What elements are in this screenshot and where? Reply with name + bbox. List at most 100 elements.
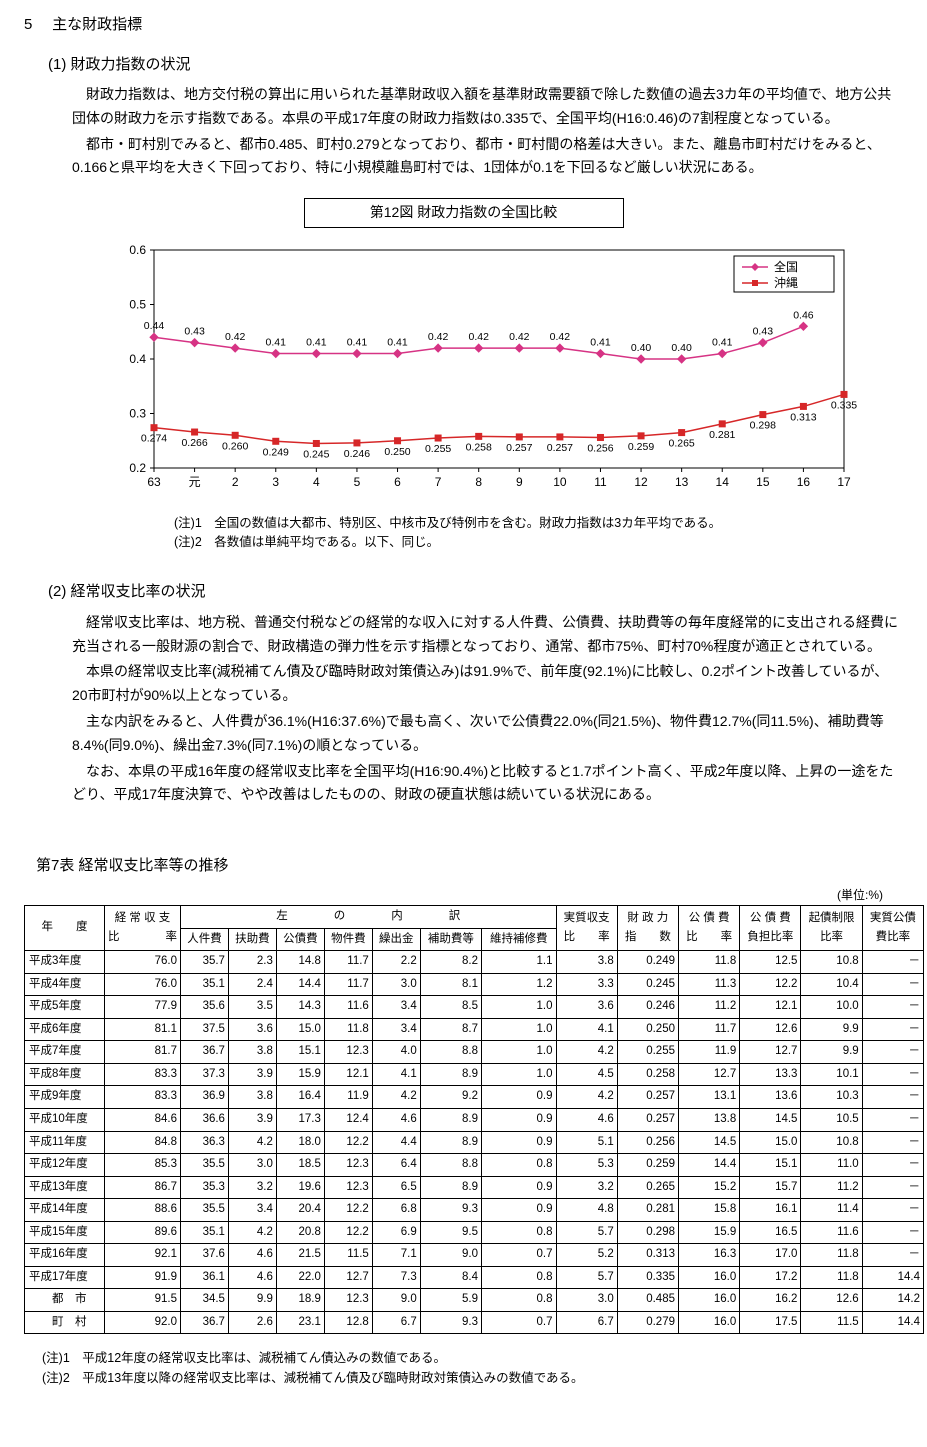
svg-text:0.42: 0.42	[509, 331, 530, 343]
table-row: 平成7年度81.736.73.815.112.34.08.81.04.20.25…	[25, 1041, 924, 1064]
subsection-2-heading: (2) 経常収支比率の状況	[48, 579, 903, 605]
svg-text:0.41: 0.41	[347, 337, 368, 349]
table-row: 平成9年度83.336.93.816.411.94.29.20.94.20.25…	[25, 1086, 924, 1109]
table-row: 平成13年度86.735.33.219.612.36.58.90.93.20.2…	[25, 1176, 924, 1199]
svg-text:17: 17	[837, 475, 851, 489]
table-row: 平成8年度83.337.33.915.912.14.18.91.04.50.25…	[25, 1063, 924, 1086]
table-7-title: 第7表 経常収支比率等の推移	[36, 853, 903, 879]
svg-text:0.313: 0.313	[790, 411, 816, 423]
svg-text:0.40: 0.40	[631, 342, 652, 354]
svg-text:0.44: 0.44	[144, 320, 165, 332]
table-row: 平成16年度92.137.64.621.511.57.19.00.75.20.3…	[25, 1244, 924, 1267]
figure-12-title: 第12図 財政力指数の全国比較	[304, 198, 624, 228]
svg-text:0.2: 0.2	[129, 461, 146, 475]
subsection-1-title: 財政力指数の状況	[71, 56, 191, 73]
svg-text:0.42: 0.42	[428, 331, 449, 343]
svg-text:0.256: 0.256	[587, 442, 613, 454]
svg-text:沖縄: 沖縄	[774, 275, 798, 290]
table-row: 町 村92.036.72.623.112.86.79.30.76.70.2791…	[25, 1311, 924, 1334]
svg-text:0.3: 0.3	[129, 406, 146, 420]
svg-text:0.274: 0.274	[141, 433, 167, 445]
table-row: 平成3年度76.035.72.314.811.72.28.21.13.80.24…	[25, 951, 924, 974]
svg-text:12: 12	[634, 475, 648, 489]
paragraph: 主な内訳をみると、人件費が36.1%(H16:37.6%)で最も高く、次いで公債…	[72, 710, 903, 758]
svg-text:0.259: 0.259	[628, 441, 654, 453]
table-row: 平成14年度88.635.53.420.412.26.89.30.94.80.2…	[25, 1199, 924, 1222]
svg-text:0.335: 0.335	[831, 399, 857, 411]
svg-text:0.255: 0.255	[425, 443, 451, 455]
table-row: 平成15年度89.635.14.220.812.26.99.50.85.70.2…	[25, 1221, 924, 1244]
paragraph: 本県の経常収支比率(減税補てん債及び臨時財政対策債込み)は91.9%で、前年度(…	[72, 660, 903, 708]
table-row: 平成11年度84.836.34.218.012.24.48.90.95.10.2…	[25, 1131, 924, 1154]
svg-text:全国: 全国	[774, 259, 798, 274]
section-title: 主な財政指標	[52, 16, 142, 33]
svg-text:0.257: 0.257	[506, 442, 532, 454]
svg-text:0.46: 0.46	[793, 309, 814, 321]
figure-note: (注)2 各数値は単純平均である。以下、同じ。	[174, 533, 903, 552]
paragraph: 都市・町村別でみると、都市0.485、町村0.279となっており、都市・町村間の…	[72, 133, 903, 181]
section-heading: 5 主な財政指標	[24, 12, 903, 38]
svg-text:2: 2	[232, 475, 239, 489]
figure-12-notes: (注)1 全国の数値は大都市、特別区、中核市及び特例市を含む。財政力指数は3カ年…	[174, 514, 903, 552]
paragraph: なお、本県の平成16年度の経常収支比率を全国平均(H16:90.4%)と比較する…	[72, 760, 903, 808]
svg-text:10: 10	[553, 475, 567, 489]
paragraph: 財政力指数は、地方交付税の算出に用いられた基準財政収入額を基準財政需要額で除した…	[72, 83, 903, 131]
subsection-2-num: (2)	[48, 583, 66, 600]
subsection-1-num: (1)	[48, 56, 66, 73]
svg-text:0.257: 0.257	[547, 442, 573, 454]
svg-text:0.6: 0.6	[129, 243, 146, 257]
svg-text:0.5: 0.5	[129, 297, 146, 311]
table-note: (注)2 平成13年度以降の経常収支比率は、減税補てん債及び臨時財政対策債込みの…	[42, 1368, 903, 1388]
svg-text:7: 7	[435, 475, 442, 489]
subsection-2-title: 経常収支比率の状況	[71, 583, 206, 600]
table-row: 平成4年度76.035.12.414.411.73.08.11.23.30.24…	[25, 973, 924, 996]
table-row: 平成10年度84.636.63.917.312.44.68.90.94.60.2…	[25, 1108, 924, 1131]
svg-text:6: 6	[394, 475, 401, 489]
svg-text:0.41: 0.41	[306, 337, 327, 349]
svg-text:0.281: 0.281	[709, 429, 735, 441]
svg-text:14: 14	[716, 475, 730, 489]
svg-text:15: 15	[756, 475, 770, 489]
svg-text:0.249: 0.249	[263, 446, 289, 458]
paragraph: 経常収支比率は、地方税、普通交付税などの経常的な収入に対する人件費、公債費、扶助…	[72, 611, 903, 659]
svg-text:5: 5	[354, 475, 361, 489]
table-row: 平成17年度91.936.14.622.012.77.38.40.85.70.3…	[25, 1266, 924, 1289]
table-row: 都 市91.534.59.918.912.39.05.90.83.00.4851…	[25, 1289, 924, 1312]
svg-text:0.265: 0.265	[669, 438, 695, 450]
table-row: 平成12年度85.335.53.018.512.36.48.80.85.30.2…	[25, 1154, 924, 1177]
svg-text:0.4: 0.4	[129, 352, 146, 366]
svg-text:0.250: 0.250	[384, 446, 410, 458]
svg-text:0.40: 0.40	[671, 342, 692, 354]
svg-text:元: 元	[189, 475, 201, 489]
table-note: (注)1 平成12年度の経常収支比率は、減税補てん債込みの数値である。	[42, 1348, 903, 1368]
svg-text:0.42: 0.42	[550, 331, 571, 343]
svg-text:0.298: 0.298	[750, 420, 776, 432]
svg-text:0.41: 0.41	[712, 337, 733, 349]
svg-text:8: 8	[475, 475, 482, 489]
svg-text:4: 4	[313, 475, 320, 489]
svg-text:0.43: 0.43	[753, 326, 774, 338]
svg-text:0.41: 0.41	[590, 337, 611, 349]
svg-text:16: 16	[797, 475, 811, 489]
table-7-notes: (注)1 平成12年度の経常収支比率は、減税補てん債込みの数値である。 (注)2…	[42, 1348, 903, 1388]
svg-text:0.260: 0.260	[222, 440, 248, 452]
svg-text:0.42: 0.42	[468, 331, 489, 343]
svg-text:0.246: 0.246	[344, 448, 370, 460]
svg-text:11: 11	[594, 475, 607, 489]
svg-text:0.266: 0.266	[181, 437, 207, 449]
table-row: 平成6年度81.137.53.615.011.83.48.71.04.10.25…	[25, 1018, 924, 1041]
svg-text:13: 13	[675, 475, 689, 489]
svg-text:0.41: 0.41	[387, 337, 408, 349]
table-7: 年 度経 常 収 支比 率左 の 内 訳実質収支比 率財 政 力指 数公 債 費…	[24, 905, 924, 1334]
table-7-unit: (単位:%)	[24, 885, 883, 905]
subsection-1-heading: (1) 財政力指数の状況	[48, 52, 903, 78]
svg-text:0.42: 0.42	[225, 331, 246, 343]
svg-text:63: 63	[147, 475, 161, 489]
svg-text:0.258: 0.258	[466, 441, 492, 453]
figure-12-chart: 0.20.30.40.50.663元2345678910111213141516…	[104, 238, 843, 506]
svg-text:0.43: 0.43	[184, 326, 205, 338]
svg-text:9: 9	[516, 475, 523, 489]
figure-note: (注)1 全国の数値は大都市、特別区、中核市及び特例市を含む。財政力指数は3カ年…	[174, 514, 903, 533]
section-number: 5	[24, 12, 48, 38]
svg-text:0.41: 0.41	[266, 337, 287, 349]
